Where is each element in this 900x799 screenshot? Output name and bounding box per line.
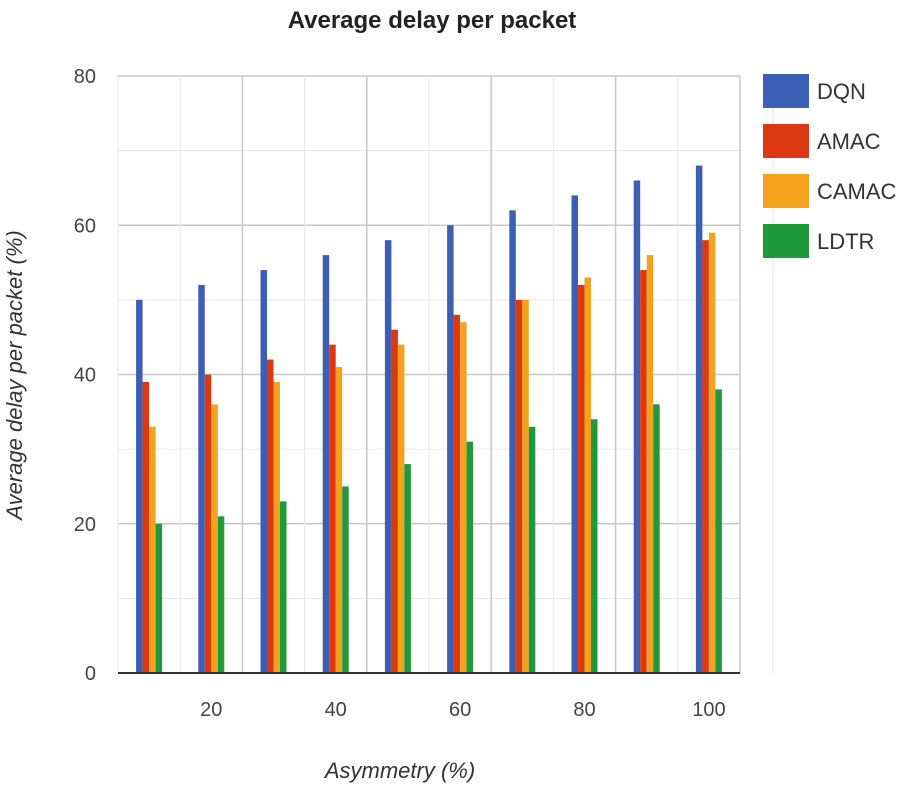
tick-labels: 0 20 40 60 80 20 40 60 80 100 [74, 66, 726, 721]
bar-ldtr [217, 516, 225, 673]
bar-amac [578, 284, 585, 673]
bar-amac [142, 381, 150, 673]
x-tick-label: 60 [449, 699, 471, 721]
legend-label-amac: AMAC [817, 129, 881, 154]
legend-swatch-amac [763, 124, 809, 158]
bar-dqn [447, 225, 454, 673]
x-tick-label: 100 [692, 699, 725, 721]
x-tick-label: 40 [325, 699, 347, 721]
bars [136, 165, 722, 674]
legend-label-camac: CAMAC [817, 179, 897, 204]
bar-dqn [695, 165, 703, 674]
bar-amac [267, 359, 274, 673]
bar-ldtr [280, 501, 287, 673]
bar-dqn [384, 240, 392, 674]
y-tick-label: 20 [74, 514, 96, 536]
bar-ldtr [591, 419, 598, 673]
bar-camac [273, 381, 280, 673]
bar-dqn [322, 255, 330, 673]
legend: DQN AMAC CAMAC LDTR [763, 74, 897, 258]
bar-camac [522, 299, 529, 673]
gridlines [117, 75, 774, 674]
bar-camac [211, 404, 218, 673]
x-tick-label: 80 [573, 699, 595, 721]
bar-amac [329, 344, 336, 673]
legend-swatch-camac [763, 174, 809, 208]
bar-ldtr [528, 426, 536, 673]
bar-ldtr [342, 486, 349, 673]
bar-amac [391, 329, 398, 673]
bar-camac [708, 232, 716, 673]
bar-amac [640, 270, 647, 673]
bar-amac [453, 314, 461, 673]
bar-dqn [509, 210, 516, 673]
legend-swatch-dqn [763, 74, 809, 108]
bar-dqn [136, 299, 143, 673]
x-axis-label: Asymmetry (%) [323, 758, 475, 783]
y-tick-label: 60 [74, 215, 96, 237]
bar-camac [335, 367, 343, 673]
y-tick-label: 0 [85, 663, 96, 685]
x-tick-label: 20 [200, 699, 222, 721]
bar-amac [204, 374, 212, 673]
bar-amac [702, 240, 709, 674]
bar-amac [515, 299, 523, 673]
bar-ldtr [404, 464, 411, 673]
bar-camac [584, 277, 591, 673]
legend-swatch-ldtr [763, 224, 809, 258]
bar-dqn [260, 270, 267, 673]
bar-camac [397, 344, 405, 673]
bar-camac [149, 426, 156, 673]
y-tick-label: 40 [74, 365, 96, 387]
bar-ldtr [653, 404, 660, 673]
legend-label-ldtr: LDTR [817, 229, 874, 254]
bar-dqn [633, 180, 641, 673]
bar-camac [460, 322, 467, 673]
y-axis-label: Average delay per packet (%) [2, 230, 27, 521]
bar-dqn [198, 284, 205, 673]
bar-ldtr [466, 441, 474, 673]
bar-ldtr [715, 389, 722, 673]
bar-dqn [571, 195, 578, 673]
y-tick-label: 80 [74, 66, 96, 88]
legend-label-dqn: DQN [817, 79, 866, 104]
bar-ldtr [155, 523, 163, 673]
chart-title: Average delay per packet [288, 7, 577, 34]
bar-camac [646, 255, 654, 673]
